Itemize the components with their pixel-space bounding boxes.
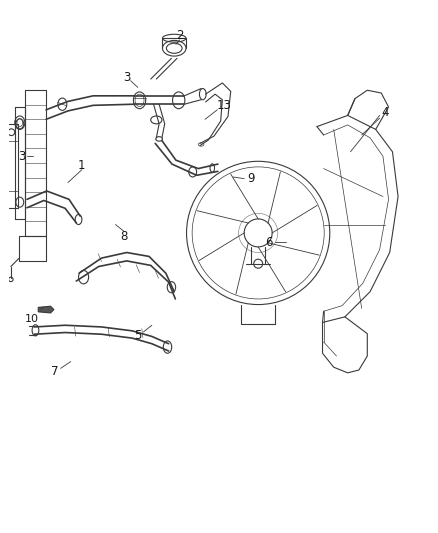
Polygon shape: [38, 306, 54, 313]
Text: 10: 10: [25, 313, 39, 324]
Text: 8: 8: [120, 230, 127, 244]
Text: 7: 7: [51, 365, 59, 378]
Text: 6: 6: [265, 236, 273, 249]
Text: 3: 3: [123, 71, 131, 84]
Text: 13: 13: [217, 99, 232, 112]
Text: 2: 2: [176, 29, 184, 42]
Text: 4: 4: [381, 106, 389, 119]
Text: 3: 3: [18, 150, 25, 163]
Text: 9: 9: [247, 172, 254, 185]
Text: 1: 1: [78, 159, 86, 172]
Text: 5: 5: [134, 329, 141, 342]
